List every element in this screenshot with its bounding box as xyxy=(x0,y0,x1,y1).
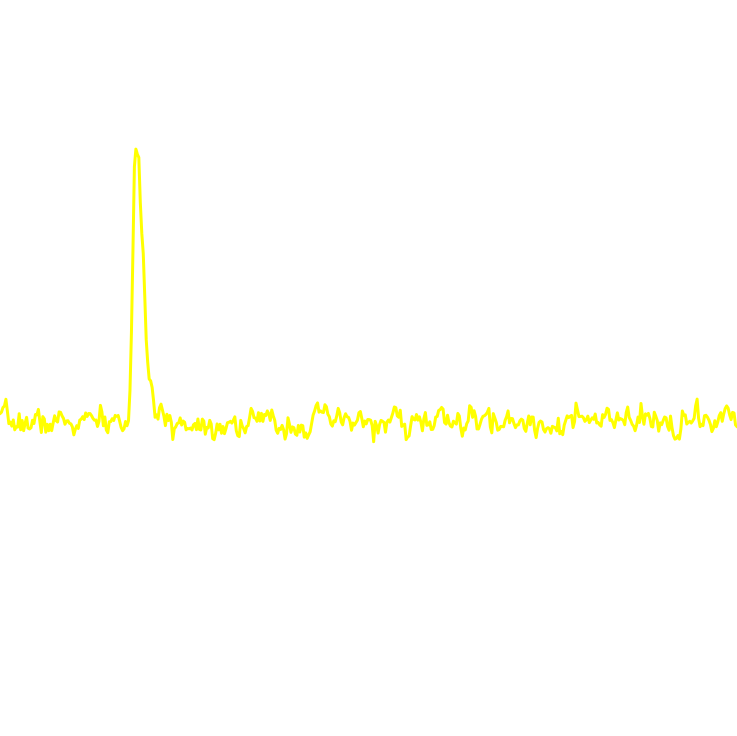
series-line xyxy=(0,147,737,444)
series-layer xyxy=(0,147,737,444)
